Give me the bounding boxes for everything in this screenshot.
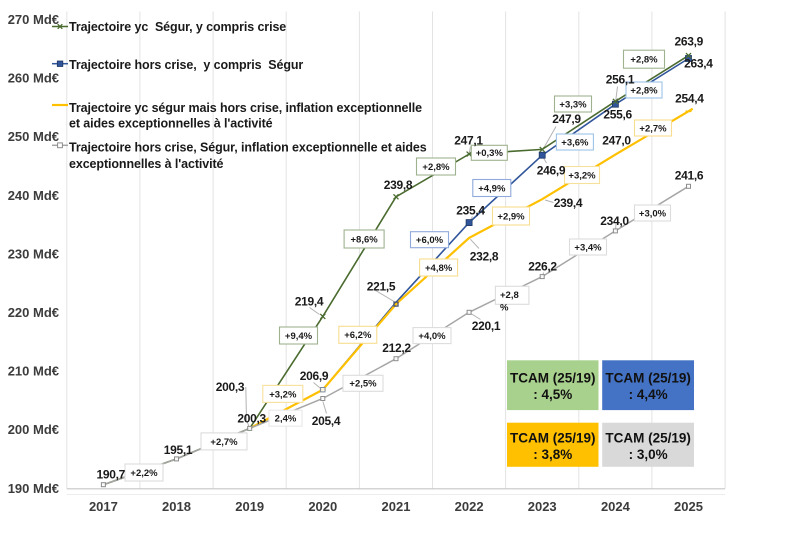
svg-text:2023: 2023 — [528, 499, 557, 514]
svg-text:+2,8: +2,8 — [500, 290, 519, 301]
svg-text:200 Md€: 200 Md€ — [8, 422, 59, 437]
svg-text:: 4,5%: : 4,5% — [533, 387, 572, 402]
svg-text:241,6: 241,6 — [675, 169, 704, 183]
svg-text:235,4: 235,4 — [456, 204, 485, 218]
svg-text:250 Md€: 250 Md€ — [8, 129, 59, 144]
svg-text:212,2: 212,2 — [382, 341, 411, 355]
svg-text:2021: 2021 — [382, 499, 411, 514]
svg-text:205,4: 205,4 — [312, 414, 341, 428]
svg-text:190,7: 190,7 — [97, 468, 126, 482]
svg-text:+2,7%: +2,7% — [210, 437, 238, 448]
svg-text:220 Md€: 220 Md€ — [8, 305, 59, 320]
svg-text:256,1: 256,1 — [606, 73, 635, 87]
svg-text:200,3: 200,3 — [237, 412, 266, 426]
svg-text:2022: 2022 — [455, 499, 484, 514]
svg-text:206,9: 206,9 — [300, 369, 329, 383]
svg-text:+2,8%: +2,8% — [422, 162, 450, 173]
svg-text:+3,6%: +3,6% — [561, 137, 589, 148]
svg-text:219,4: 219,4 — [295, 295, 324, 309]
svg-text:200,3: 200,3 — [216, 380, 245, 394]
svg-text:226,2: 226,2 — [528, 260, 557, 274]
svg-text:263,9: 263,9 — [675, 35, 704, 49]
svg-text:234,0: 234,0 — [600, 214, 629, 228]
svg-text:et aides exceptionnelles à l'a: et aides exceptionnelles à l'activité — [69, 117, 273, 131]
svg-text:247,1: 247,1 — [454, 134, 483, 148]
svg-text:230 Md€: 230 Md€ — [8, 246, 59, 261]
svg-text:Trajectoire yc Ségur, y compr: Trajectoire yc Ségur, y compris crise — [69, 20, 286, 34]
svg-text:+3,2%: +3,2% — [269, 389, 297, 400]
svg-text:+4,0%: +4,0% — [418, 331, 446, 342]
svg-text:+4,8%: +4,8% — [425, 263, 453, 274]
svg-text:255,6: 255,6 — [603, 108, 632, 122]
svg-text:+3,0%: +3,0% — [639, 208, 667, 219]
svg-text:263,4: 263,4 — [684, 56, 713, 70]
svg-text:TCAM (25/19): TCAM (25/19) — [510, 430, 596, 445]
svg-text:+3,3%: +3,3% — [559, 99, 587, 110]
svg-text:2020: 2020 — [308, 499, 337, 514]
svg-text:+3,2%: +3,2% — [568, 170, 596, 181]
svg-text:239,8: 239,8 — [384, 178, 413, 192]
svg-text:+2,8%: +2,8% — [630, 55, 658, 66]
svg-text:+2,5%: +2,5% — [349, 379, 377, 390]
svg-text:+3,4%: +3,4% — [574, 242, 602, 253]
svg-text:+4,9%: +4,9% — [478, 183, 506, 194]
svg-text:246,9: 246,9 — [537, 163, 566, 177]
svg-text:221,5: 221,5 — [367, 280, 396, 294]
svg-text:TCAM (25/19): TCAM (25/19) — [605, 371, 691, 386]
svg-text:: 3,0%: : 3,0% — [629, 447, 668, 462]
svg-text:2025: 2025 — [674, 499, 703, 514]
svg-text:190 Md€: 190 Md€ — [8, 481, 59, 496]
svg-text:254,4: 254,4 — [675, 92, 704, 106]
svg-text:260 Md€: 260 Md€ — [8, 71, 59, 86]
svg-text:Trajectoire yc ségur mais hors: Trajectoire yc ségur mais hors crise, in… — [69, 101, 422, 115]
svg-text:Trajectoire hors crise, Ségur,: Trajectoire hors crise, Ségur, inflation… — [69, 140, 427, 154]
svg-text:: 4,4%: : 4,4% — [629, 387, 668, 402]
svg-text:TCAM (25/19): TCAM (25/19) — [510, 371, 596, 386]
svg-text:220,1: 220,1 — [472, 319, 501, 333]
svg-text:2017: 2017 — [89, 499, 118, 514]
svg-text:+2,2%: +2,2% — [130, 468, 158, 479]
svg-text:+2,9%: +2,9% — [497, 211, 525, 222]
svg-text:+8,6%: +8,6% — [350, 234, 378, 245]
svg-text:2,4%: 2,4% — [275, 414, 297, 425]
svg-text:232,8: 232,8 — [470, 250, 499, 264]
svg-text:+0,3%: +0,3% — [476, 148, 504, 159]
svg-text:+6,2%: +6,2% — [344, 330, 372, 341]
svg-text:195,1: 195,1 — [164, 443, 193, 457]
svg-text:%: % — [500, 303, 509, 314]
svg-text:2018: 2018 — [162, 499, 191, 514]
svg-text:+2,8%: +2,8% — [630, 85, 658, 96]
svg-text:+6,0%: +6,0% — [416, 235, 444, 246]
svg-text:239,4: 239,4 — [554, 196, 583, 210]
svg-text:2019: 2019 — [235, 499, 264, 514]
svg-text:TCAM (25/19): TCAM (25/19) — [605, 430, 691, 445]
svg-text:210 Md€: 210 Md€ — [8, 364, 59, 379]
svg-text:270 Md€: 270 Md€ — [8, 12, 59, 27]
svg-text:2024: 2024 — [601, 499, 631, 514]
svg-text:exceptionnelles à l'activité: exceptionnelles à l'activité — [69, 157, 224, 171]
svg-text:: 3,8%: : 3,8% — [533, 447, 572, 462]
svg-text:247,0: 247,0 — [602, 134, 631, 148]
svg-text:240 Md€: 240 Md€ — [8, 188, 59, 203]
svg-text:247,9: 247,9 — [552, 112, 581, 126]
svg-text:+9,4%: +9,4% — [285, 331, 313, 342]
svg-text:Trajectoire hors crise, y com: Trajectoire hors crise, y compris Ségur — [69, 58, 303, 72]
svg-text:+2,7%: +2,7% — [639, 123, 667, 134]
